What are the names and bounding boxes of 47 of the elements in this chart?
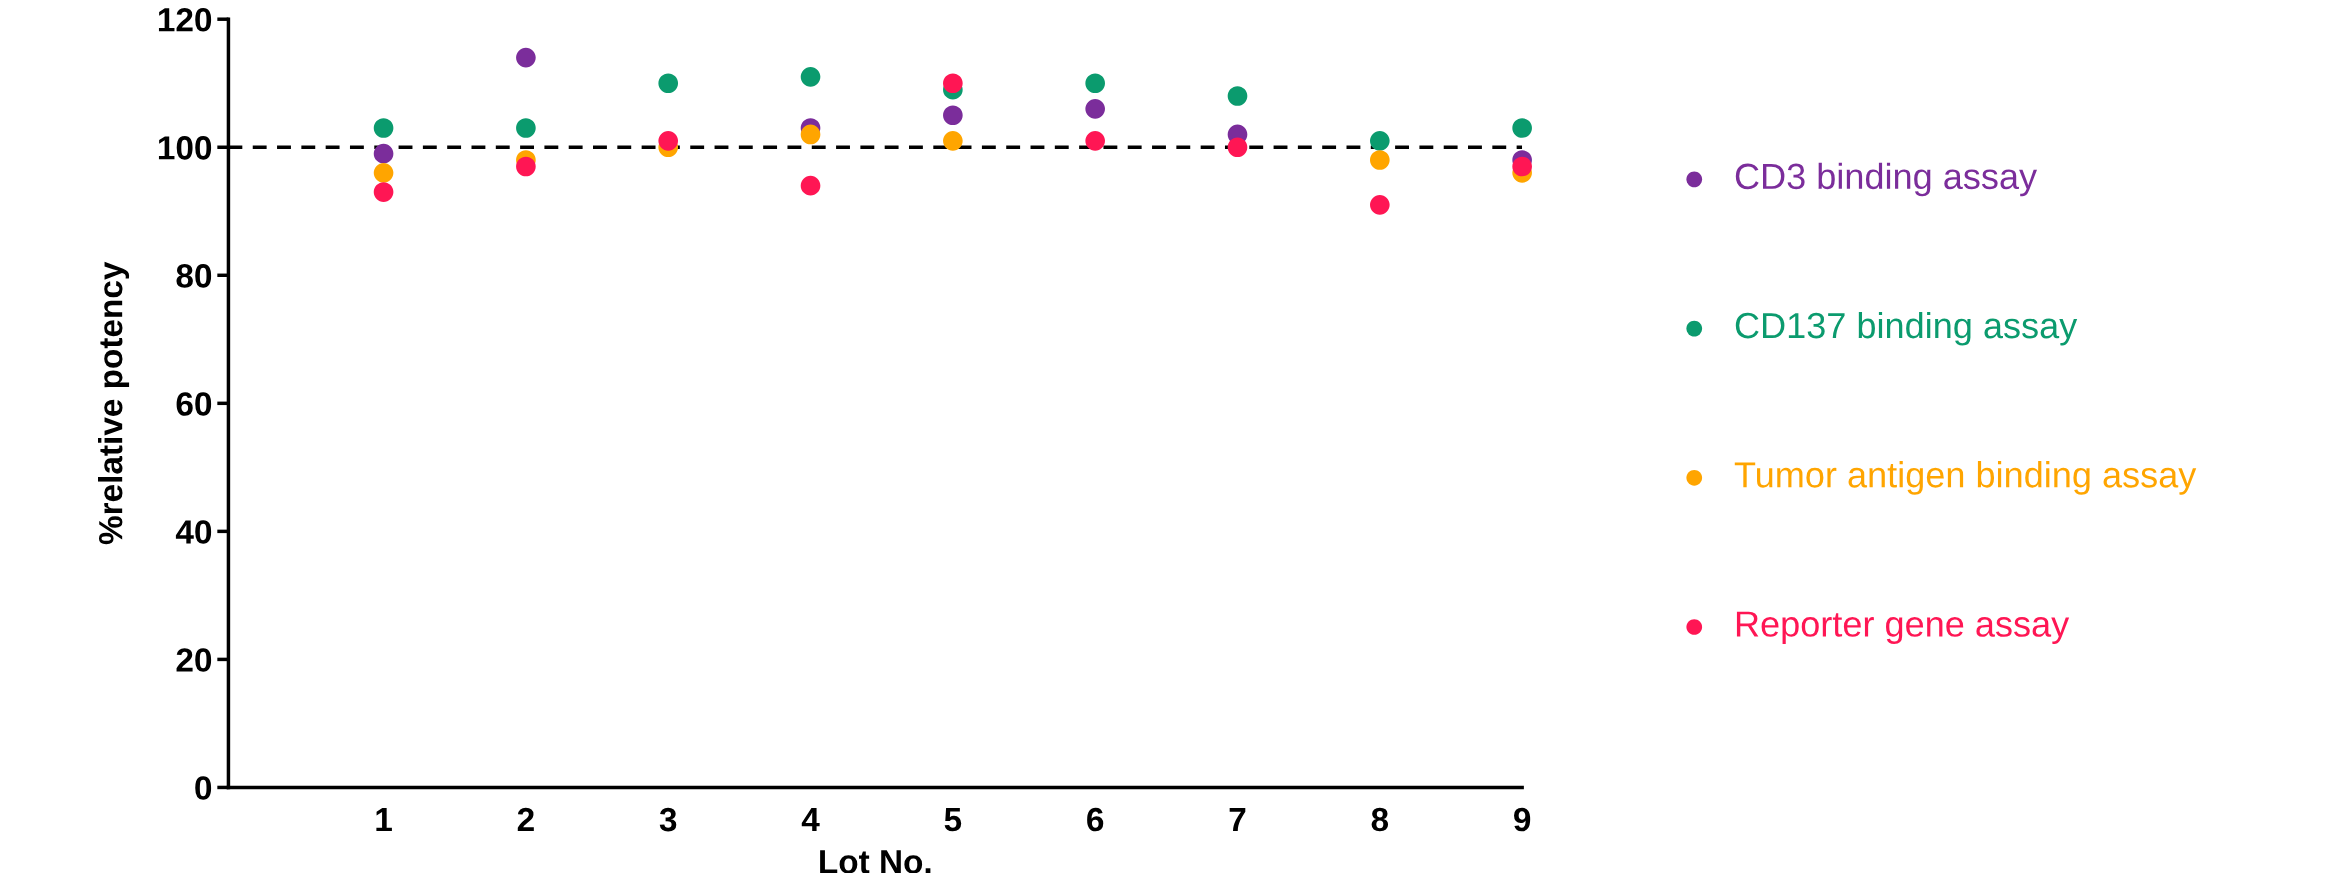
y-tick-label: 0 bbox=[195, 776, 212, 800]
point bbox=[1370, 150, 1390, 170]
point bbox=[1227, 137, 1248, 158]
point bbox=[1512, 118, 1532, 138]
point bbox=[800, 175, 821, 196]
legend-label: Reporter gene assay bbox=[1736, 611, 2070, 644]
point bbox=[800, 124, 821, 145]
x-axis-title: Lot No. bbox=[820, 850, 931, 873]
point bbox=[1370, 131, 1390, 151]
point bbox=[516, 156, 536, 177]
point bbox=[1085, 99, 1105, 119]
point bbox=[373, 182, 394, 202]
point bbox=[1370, 195, 1390, 215]
point bbox=[516, 118, 536, 138]
x-tick-label: 7 bbox=[1229, 808, 1246, 832]
x-tick-label: 2 bbox=[517, 807, 534, 832]
y-tick-label: 120 bbox=[158, 8, 212, 32]
x-tick-label: 3 bbox=[659, 807, 677, 832]
x-tick-label: 6 bbox=[1087, 807, 1104, 832]
point bbox=[943, 73, 963, 94]
y-axis-title: %relative potency bbox=[98, 261, 130, 545]
point bbox=[373, 163, 394, 183]
point bbox=[658, 131, 679, 151]
x-tick-label: 1 bbox=[376, 808, 392, 832]
legend-label: CD3 binding assay bbox=[1735, 162, 2038, 197]
y-tick-label: 60 bbox=[176, 392, 212, 416]
point bbox=[800, 67, 821, 87]
point bbox=[373, 118, 394, 138]
point bbox=[943, 105, 963, 126]
y-tick-label: 20 bbox=[176, 648, 212, 672]
x-tick-label: 8 bbox=[1371, 807, 1389, 832]
x-tick-label: 9 bbox=[1514, 807, 1531, 832]
legend-label: Tumor antigen binding assay bbox=[1734, 461, 2197, 495]
point bbox=[1512, 156, 1532, 177]
y-tick-label: 80 bbox=[176, 264, 212, 288]
point bbox=[1085, 131, 1105, 151]
point bbox=[1227, 86, 1248, 106]
point bbox=[516, 47, 536, 68]
x-tick-label: 5 bbox=[944, 808, 962, 832]
legend-label: CD137 binding assay bbox=[1735, 311, 2078, 346]
x-tick-label: 4 bbox=[801, 808, 820, 832]
point bbox=[373, 143, 394, 164]
y-tick-label: 100 bbox=[158, 136, 212, 160]
point bbox=[943, 131, 963, 151]
point bbox=[1085, 73, 1105, 94]
y-tick-label: 40 bbox=[175, 520, 212, 544]
point bbox=[658, 73, 679, 94]
